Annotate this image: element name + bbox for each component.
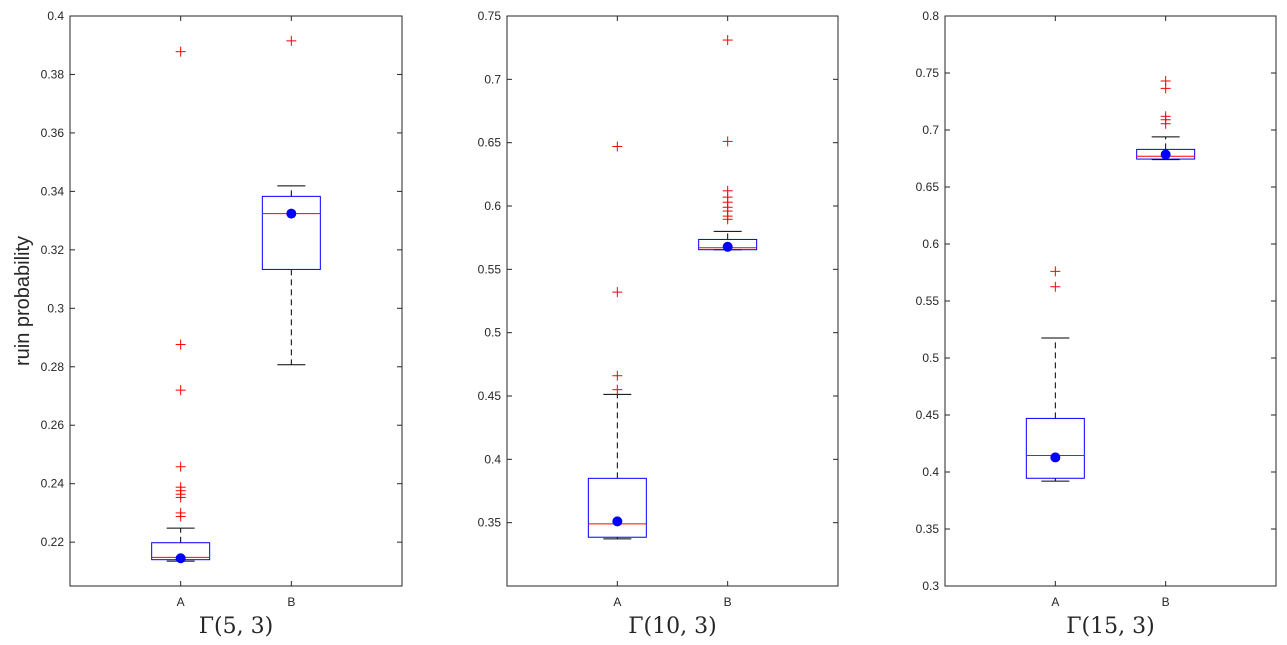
y-tick-label: 0.6: [484, 199, 501, 213]
outlier-point: [612, 287, 623, 298]
box-A: [151, 46, 211, 564]
y-tick-label: 0.4: [47, 9, 64, 23]
x-tick-label: A: [613, 595, 621, 609]
y-tick-label: 0.3: [922, 579, 939, 593]
y-tick-label: 0.4: [922, 465, 939, 479]
y-tick-label: 0.22: [41, 535, 65, 549]
outlier-point: [1160, 83, 1171, 94]
y-tick-label: 0.75: [916, 66, 940, 80]
y-tick-label: 0.35: [916, 522, 940, 536]
mean-marker: [722, 241, 733, 252]
y-axis-label: ruin probability: [12, 236, 34, 366]
mean-marker: [286, 208, 297, 219]
mean-marker: [1050, 452, 1061, 463]
mean-marker: [612, 516, 623, 527]
outlier-point: [722, 35, 733, 46]
y-tick-label: 0.24: [41, 477, 65, 491]
outlier-point: [1050, 281, 1061, 292]
outlier-point: [1160, 118, 1171, 129]
outlier-point: [612, 141, 623, 152]
box-A: [587, 141, 647, 540]
x-axis-label: Γ(10, 3): [628, 614, 716, 639]
outlier-point: [612, 370, 623, 381]
y-tick-label: 0.55: [478, 262, 502, 276]
y-tick-label: 0.65: [916, 180, 940, 194]
y-tick-label: 0.5: [922, 351, 939, 365]
x-tick-label: B: [724, 595, 732, 609]
y-tick-label: 0.6: [922, 237, 939, 251]
y-tick-label: 0.45: [478, 389, 502, 403]
y-tick-label: 0.7: [484, 72, 501, 86]
y-tick-label: 0.26: [41, 418, 65, 432]
x-tick-label: B: [287, 595, 295, 609]
outlier-point: [1050, 266, 1061, 277]
plot-area-frame: [69, 15, 403, 587]
y-tick-label: 0.35: [478, 516, 502, 530]
outlier-point: [612, 384, 623, 395]
box-iqr: [587, 477, 647, 538]
y-tick-label: 0.5: [484, 326, 501, 340]
outlier-point: [175, 492, 186, 503]
box-B: [1136, 75, 1196, 161]
y-tick-label: 0.36: [41, 126, 65, 140]
box-panel-1: 0.22 0.24 0.26 0.28 0.3 0.32 0.34 0.36 0.38 0.4 A B…: [41, 9, 403, 639]
box-B: [698, 35, 758, 252]
box-B: [261, 35, 321, 366]
x-tick-label: A: [1051, 595, 1059, 609]
y-tick-label: 0.38: [41, 67, 65, 81]
box-panel-3: 0.3 0.35 0.4 0.45 0.5 0.55 0.6 0.65 0.7 0.75 0.8 A B…: [916, 9, 1277, 639]
x-tick-label: A: [177, 595, 185, 609]
x-tick-label: B: [1162, 595, 1170, 609]
outlier-point: [175, 46, 186, 57]
plot-area-frame: [506, 15, 839, 587]
mean-marker: [1160, 149, 1171, 160]
x-axis-label: Γ(15, 3): [1066, 614, 1154, 639]
y-tick-label: 0.32: [41, 243, 65, 257]
y-tick-label: 0.3: [47, 301, 64, 315]
box-iqr: [1025, 417, 1085, 479]
outlier-point: [175, 461, 186, 472]
y-tick-label: 0.55: [916, 294, 940, 308]
box-A: [1025, 266, 1085, 482]
box-iqr: [261, 195, 321, 270]
outlier-point: [286, 35, 297, 46]
mean-marker: [175, 553, 186, 564]
y-tick-label: 0.7: [922, 123, 939, 137]
outlier-point: [722, 214, 733, 225]
y-tick-label: 0.45: [916, 408, 940, 422]
y-tick-label: 0.28: [41, 360, 65, 374]
y-tick-label: 0.34: [41, 184, 65, 198]
outlier-point: [722, 136, 733, 147]
y-tick-label: 0.8: [922, 9, 939, 23]
plot-area-frame: [944, 15, 1277, 587]
y-tick-label: 0.4: [484, 452, 501, 466]
x-axis-label: Γ(5, 3): [199, 614, 273, 639]
y-tick-label: 0.65: [478, 136, 502, 150]
outlier-point: [175, 511, 186, 522]
y-tick-label: 0.75: [478, 9, 502, 23]
box-panel-2: 0.35 0.4 0.45 0.5 0.55 0.6 0.65 0.7 0.75 A B Γ(10, …: [478, 9, 839, 639]
outlier-point: [175, 385, 186, 396]
outlier-point: [175, 339, 186, 350]
